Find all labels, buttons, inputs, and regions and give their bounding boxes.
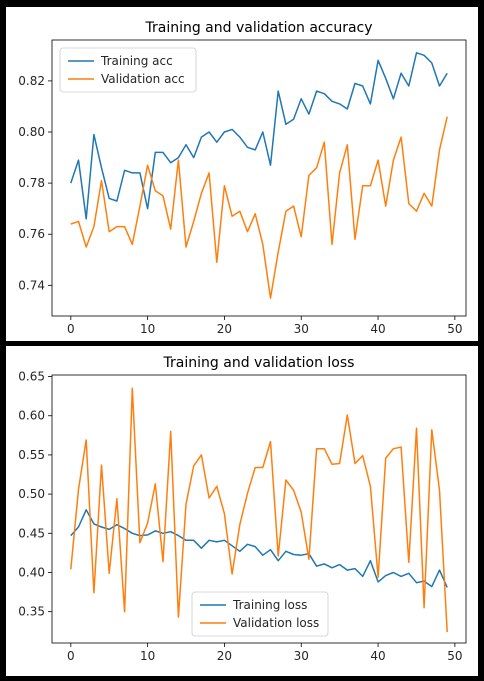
accuracy-chart: Training and validation accuracy 0 10 20 30 4…	[18, 20, 467, 336]
x-tick-label: 0	[67, 322, 75, 336]
series-line-training-loss	[70, 509, 448, 588]
y-tick-label: 0.35	[18, 605, 45, 619]
legend-box	[191, 591, 329, 637]
y-tick-label: 0.40	[18, 565, 45, 579]
y-tick-label: 0.80	[18, 125, 45, 139]
x-tick-label: 30	[294, 322, 309, 336]
y-tick-label: 0.82	[18, 74, 45, 88]
x-tick-label: 50	[447, 322, 462, 336]
x-tick-label: 20	[217, 649, 232, 663]
y-tick-label: 0.55	[18, 448, 45, 462]
y-tick-label: 0.74	[18, 278, 45, 292]
y-tick-label: 0.65	[18, 370, 45, 384]
plot-frame	[51, 39, 467, 317]
chart-title: Training and validation loss	[163, 355, 355, 371]
x-tick-label: 40	[370, 322, 385, 336]
y-tick-label: 0.76	[18, 227, 45, 241]
loss-chart: Training and validation loss 0 10 20 30 40 50 0…	[18, 355, 467, 663]
accuracy-figure: Training and validation accuracy 0 10 20 30 4…	[6, 7, 478, 341]
x-tick-label: 0	[67, 649, 75, 663]
legend-entry: Validation loss	[233, 616, 319, 630]
x-tick-label: 10	[140, 322, 155, 336]
legend-entry: Training loss	[232, 598, 307, 612]
y-tick-label: 0.45	[18, 526, 45, 540]
chart-title: Training and validation accuracy	[144, 20, 372, 36]
x-tick-label: 30	[294, 649, 309, 663]
x-tick-label: 10	[140, 649, 155, 663]
series-line-training-acc	[70, 52, 448, 220]
y-tick-label: 0.60	[18, 409, 45, 423]
loss-figure: Training and validation loss 0 10 20 30 40 50 0…	[6, 346, 478, 676]
legend-entry: Training acc	[100, 54, 173, 68]
y-tick-label: 0.78	[18, 176, 45, 190]
x-tick-label: 20	[217, 322, 232, 336]
legend-box	[59, 47, 197, 93]
y-tick-label: 0.50	[18, 487, 45, 501]
legend-entry: Validation acc	[101, 72, 185, 86]
plot-frame	[51, 374, 467, 644]
series-line-validation-loss	[70, 387, 448, 633]
series-line-validation-acc	[70, 116, 448, 299]
x-tick-label: 50	[447, 649, 462, 663]
x-tick-label: 40	[370, 649, 385, 663]
